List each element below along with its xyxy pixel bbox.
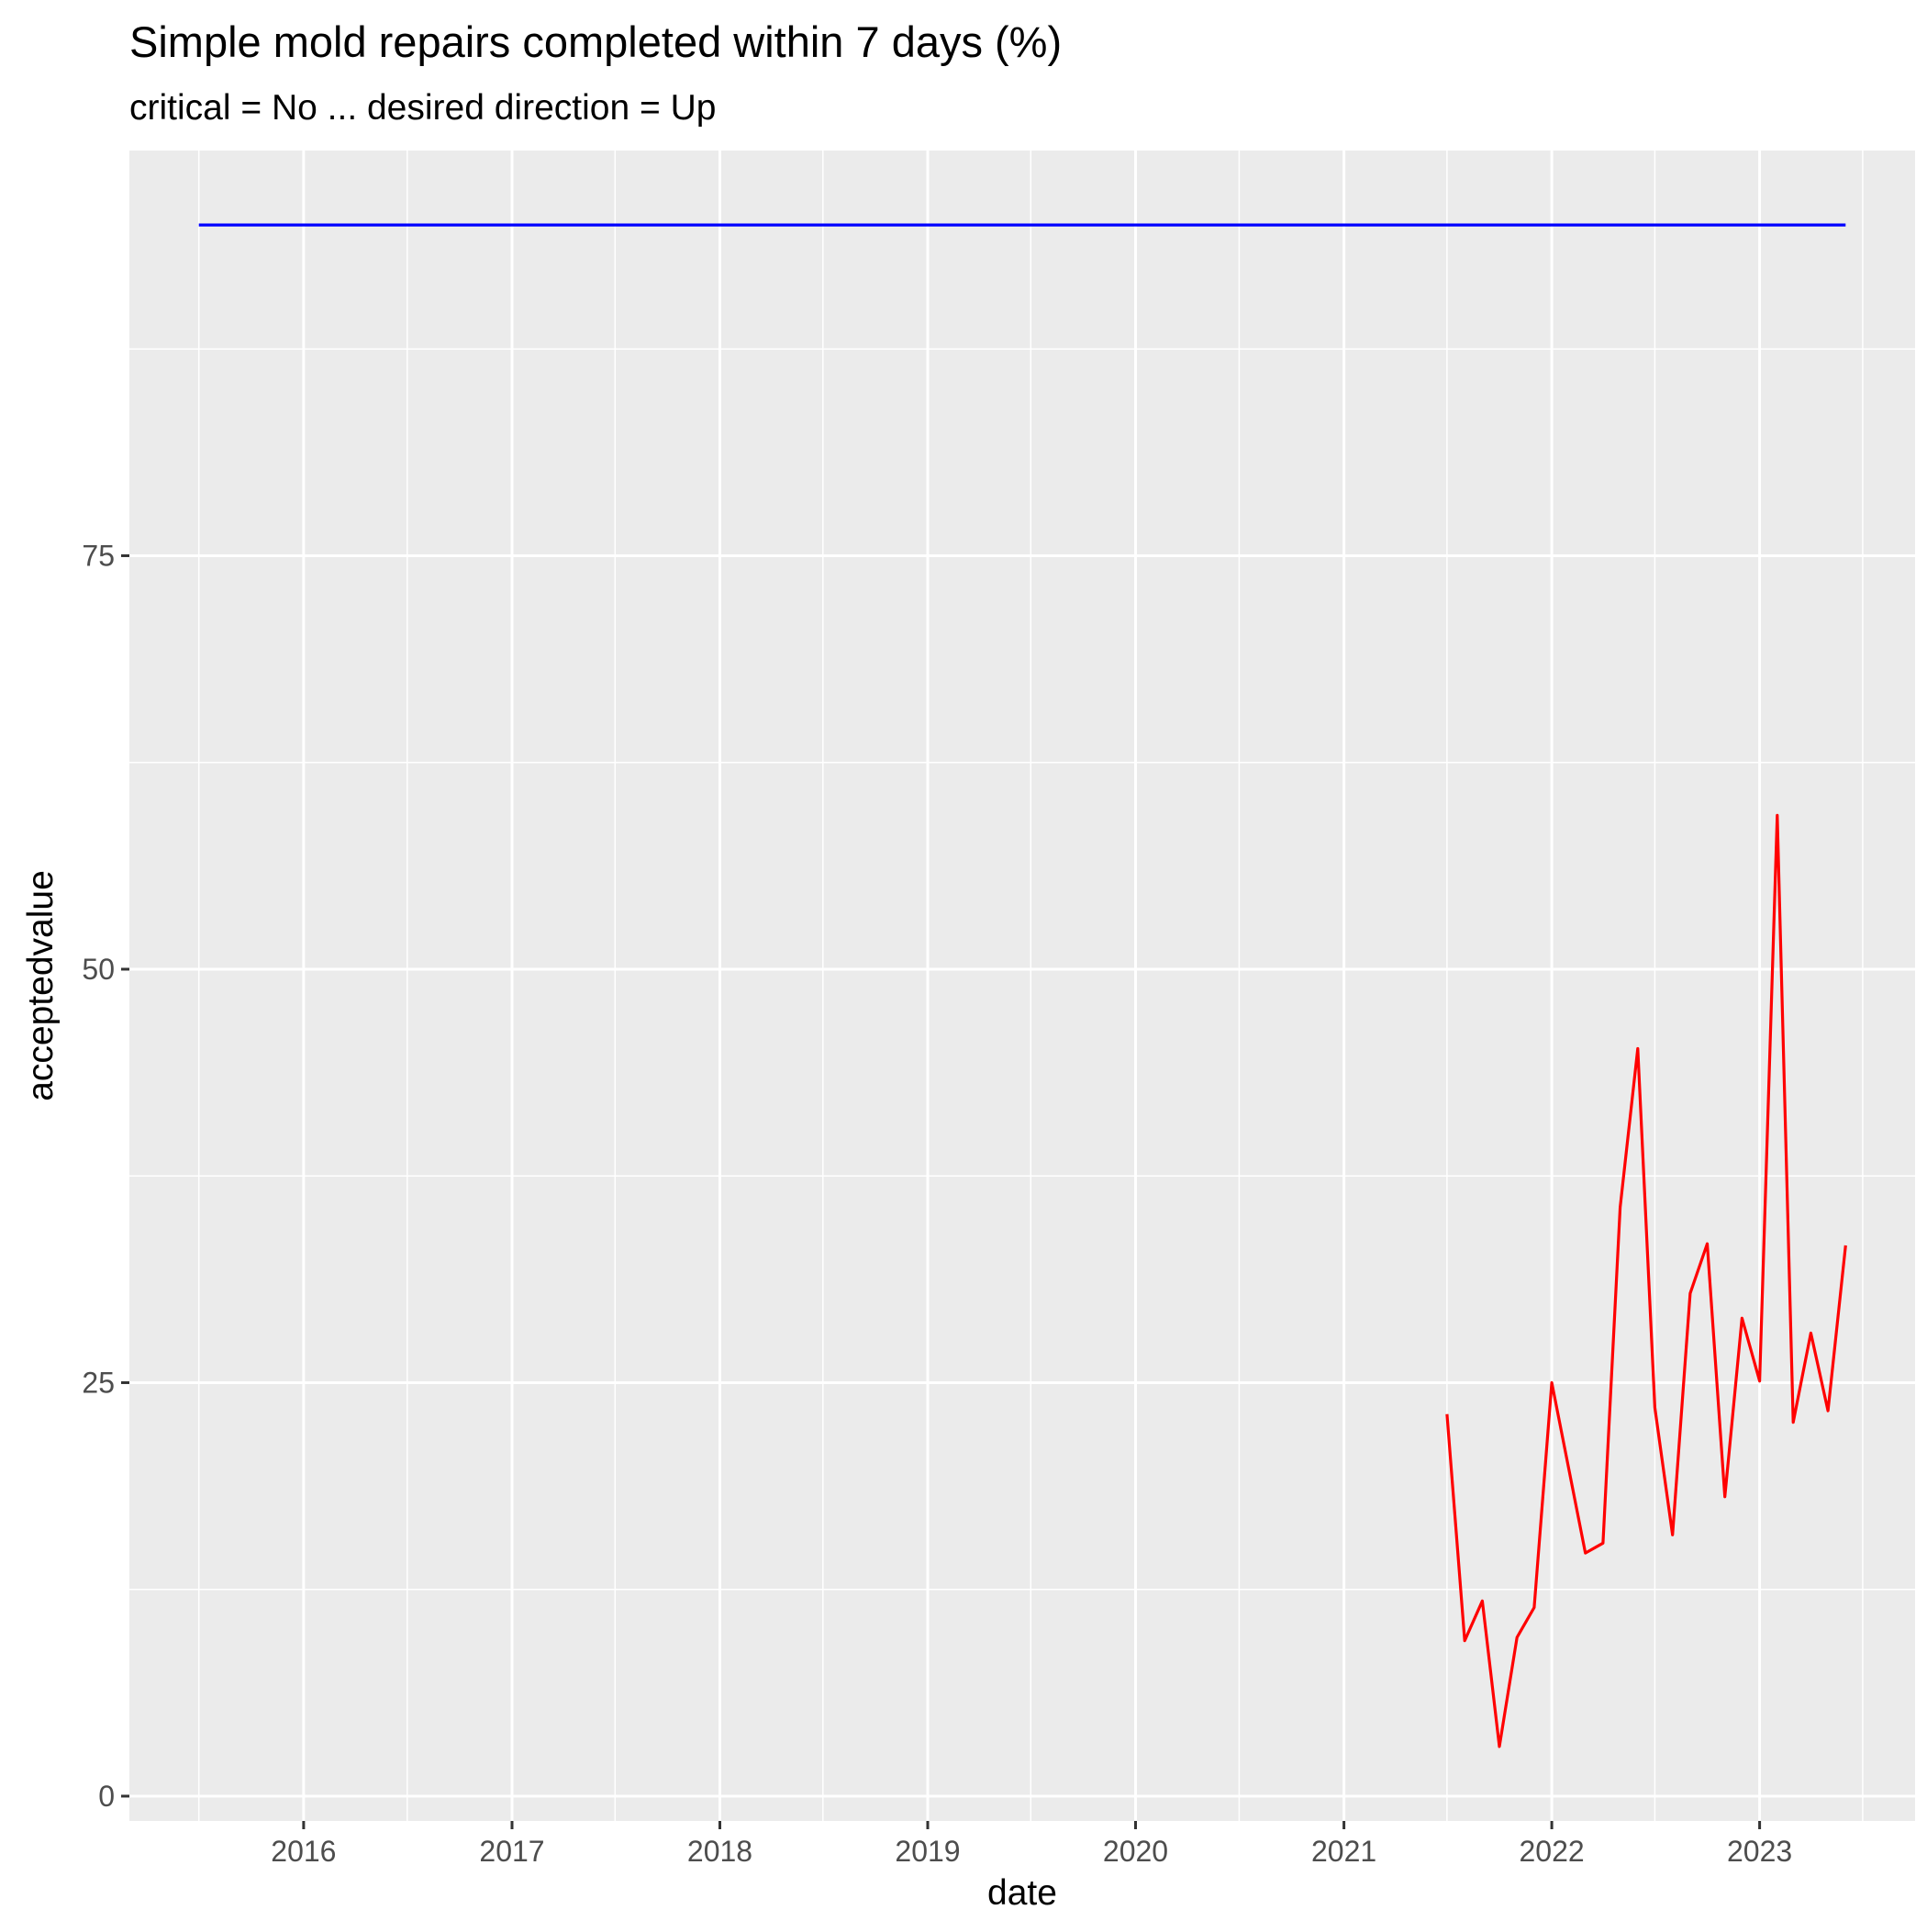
minor-gridlines [129,151,1915,1821]
y-tick-label: 25 [82,1366,115,1399]
major-gridlines [129,151,1915,1821]
x-axis: 2016 2017 2018 2019 2020 2021 2022 2023 [271,1821,1792,1868]
y-tick-label: 0 [98,1780,115,1813]
y-axis: 0 25 50 75 [82,539,129,1813]
x-tick-label: 2022 [1520,1835,1585,1868]
x-tick-label: 2018 [687,1835,752,1868]
x-tick-label: 2017 [479,1835,544,1868]
x-tick-label: 2020 [1103,1835,1168,1868]
series-layer [198,223,1847,1748]
x-tick-label: 2021 [1311,1835,1376,1868]
y-tick-label: 75 [82,539,115,572]
y-tick-label: 50 [82,953,115,986]
chart-subtitle: critical = No ... desired direction = Up [129,88,716,128]
plot-panel [129,151,1915,1821]
series-line-1 [1445,813,1847,1748]
x-tick-label: 2023 [1727,1835,1792,1868]
x-tick-label: 2016 [271,1835,336,1868]
x-axis-title: date [987,1873,1057,1913]
y-axis-title: acceptedvalue [21,870,61,1101]
chart-title: Simple mold repairs completed within 7 d… [129,17,1062,66]
x-tick-label: 2019 [895,1835,960,1868]
